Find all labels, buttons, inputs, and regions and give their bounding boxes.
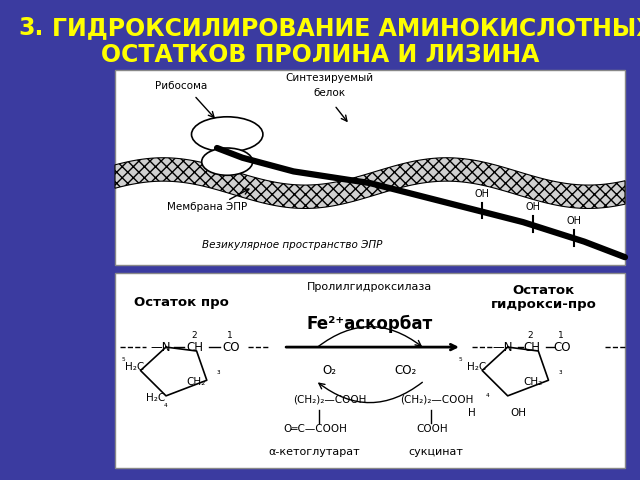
- Bar: [115, 70, 625, 265]
- Text: CH: CH: [523, 341, 540, 354]
- Text: COOH: COOH: [416, 424, 447, 434]
- Text: (CH₂)₂—COOH: (CH₂)₂—COOH: [401, 395, 474, 405]
- Text: O═C—COOH: O═C—COOH: [284, 424, 347, 434]
- Text: ОСТАТКОВ ПРОЛИНА И ЛИЗИНА: ОСТАТКОВ ПРОЛИНА И ЛИЗИНА: [101, 43, 539, 67]
- Text: 1: 1: [227, 331, 232, 340]
- Text: сукцинат: сукцинат: [409, 447, 464, 457]
- Bar: [115, 273, 625, 468]
- Text: Рибосома: Рибосома: [155, 81, 207, 91]
- Text: OH: OH: [525, 203, 541, 212]
- Text: H: H: [468, 408, 476, 419]
- Text: O₂: O₂: [322, 364, 336, 377]
- Ellipse shape: [191, 117, 263, 152]
- Text: Fe²⁺аскорбат: Fe²⁺аскорбат: [307, 314, 433, 333]
- Text: ⁴: ⁴: [164, 403, 168, 412]
- Text: 2: 2: [528, 331, 534, 340]
- Text: 3.: 3.: [18, 16, 44, 40]
- Text: Остаток про: Остаток про: [134, 296, 228, 309]
- Text: OH: OH: [475, 189, 490, 199]
- Text: белок: белок: [313, 88, 345, 98]
- Text: гидрокси-про: гидрокси-про: [490, 298, 596, 311]
- Text: CO₂: CO₂: [395, 364, 417, 377]
- Text: Пролилгидроксилаза: Пролилгидроксилаза: [307, 282, 433, 292]
- Text: Везикулярное пространство ЭПР: Везикулярное пространство ЭПР: [202, 240, 382, 251]
- Text: H₂C: H₂C: [125, 361, 145, 372]
- Polygon shape: [115, 158, 625, 208]
- Text: OH: OH: [510, 408, 526, 419]
- Text: —N: —N: [492, 341, 513, 354]
- Text: CH₂: CH₂: [523, 377, 542, 387]
- Text: ⁵: ⁵: [122, 357, 125, 366]
- Text: Остаток: Остаток: [512, 284, 575, 297]
- Text: CH: CH: [186, 341, 204, 354]
- Text: ³: ³: [217, 370, 221, 379]
- Text: 1: 1: [558, 331, 564, 340]
- Text: Синтезируемый: Синтезируемый: [285, 73, 373, 83]
- Text: CH₂: CH₂: [186, 377, 205, 387]
- Text: Мембрана ЭПР: Мембрана ЭПР: [166, 202, 247, 212]
- Text: 2: 2: [191, 331, 197, 340]
- Text: H₂C: H₂C: [467, 361, 486, 372]
- Text: ⁵: ⁵: [458, 357, 462, 366]
- Text: ⁴: ⁴: [486, 393, 489, 402]
- Text: ³: ³: [559, 370, 563, 379]
- Ellipse shape: [202, 148, 253, 175]
- Text: H₂C: H₂C: [146, 393, 165, 403]
- Text: —N: —N: [150, 341, 172, 354]
- Text: OH: OH: [566, 216, 582, 226]
- Text: (CH₂)₂—COOH: (CH₂)₂—COOH: [294, 395, 367, 405]
- Text: ГИДРОКСИЛИРОВАНИЕ АМИНОКИСЛОТНЫХ: ГИДРОКСИЛИРОВАНИЕ АМИНОКИСЛОТНЫХ: [52, 16, 640, 40]
- Text: CO: CO: [222, 341, 239, 354]
- Text: CO: CO: [554, 341, 571, 354]
- Text: α-кетоглутарат: α-кетоглутарат: [268, 447, 360, 457]
